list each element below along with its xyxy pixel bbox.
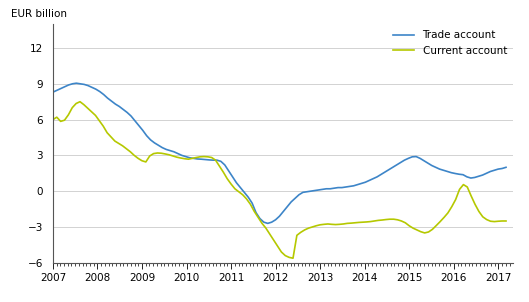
- Text: EUR billion: EUR billion: [12, 9, 68, 19]
- Trade account: [73, 82, 79, 85]
- Current account: [371, 219, 378, 223]
- Trade account: [148, 138, 154, 142]
- Current account: [104, 131, 110, 134]
- Current account: [290, 256, 296, 260]
- Current account: [414, 228, 420, 232]
- Current account: [406, 224, 413, 228]
- Trade account: [479, 173, 486, 177]
- Trade account: [257, 217, 263, 220]
- Line: Trade account: Trade account: [53, 83, 506, 223]
- Trade account: [175, 152, 181, 156]
- Trade account: [50, 90, 56, 94]
- Trade account: [140, 129, 146, 132]
- Current account: [503, 219, 509, 223]
- Legend: Trade account, Current account: Trade account, Current account: [389, 26, 511, 60]
- Current account: [208, 156, 215, 159]
- Trade account: [159, 146, 166, 149]
- Current account: [77, 100, 83, 104]
- Trade account: [264, 222, 271, 225]
- Line: Current account: Current account: [53, 102, 506, 258]
- Trade account: [503, 165, 509, 169]
- Current account: [50, 118, 56, 121]
- Current account: [147, 154, 153, 158]
